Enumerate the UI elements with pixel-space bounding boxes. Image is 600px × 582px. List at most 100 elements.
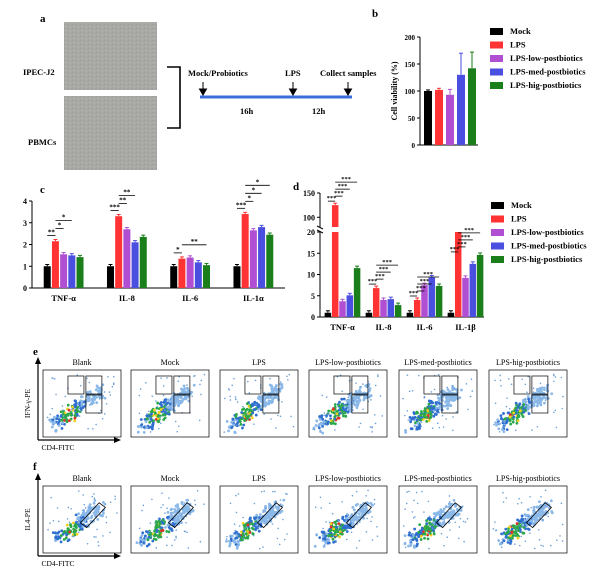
flow-event (338, 411, 342, 415)
flow-event (181, 516, 185, 520)
flow-event (505, 420, 509, 424)
flow-event (235, 546, 239, 550)
flow-event (351, 506, 355, 509)
flow-event (452, 499, 456, 502)
flow-event (102, 511, 105, 515)
flow-event (407, 533, 411, 537)
significance-mark: ** (119, 196, 127, 204)
flow-event (138, 527, 141, 530)
flow-event (80, 402, 84, 406)
flow-event (529, 532, 531, 535)
flow-gate (435, 502, 462, 529)
flow-event (167, 530, 171, 534)
flow-event (314, 424, 318, 427)
flow-event (323, 544, 326, 546)
flow-event (157, 427, 160, 430)
flow-event (234, 398, 237, 401)
flow-event (326, 420, 330, 424)
flow-event (176, 398, 180, 401)
flow-event (448, 397, 452, 400)
flow-event (96, 528, 98, 531)
flow-event (83, 503, 86, 506)
flow-event (64, 536, 68, 540)
flow-event (418, 523, 422, 527)
flow-event (267, 514, 271, 518)
flow-event (238, 420, 242, 424)
flow-event (434, 406, 438, 410)
flow-event (277, 527, 279, 530)
flow-event (203, 373, 206, 376)
flow-event (512, 415, 516, 419)
flow-event (371, 426, 374, 428)
flow-event (192, 383, 196, 387)
flow-event (81, 526, 83, 528)
flow-event (538, 387, 542, 390)
flow-gate (244, 375, 262, 395)
flow-event (162, 418, 166, 421)
flow-event (70, 409, 73, 411)
flow-event (79, 384, 82, 387)
flow-event (77, 512, 81, 516)
flow-event (257, 526, 260, 529)
flow-event (367, 384, 370, 388)
flow-event (469, 395, 472, 398)
flow-event (101, 417, 104, 420)
flow-event (187, 395, 190, 397)
flow-event (524, 400, 528, 404)
flow-event (438, 426, 441, 429)
flow-event (175, 535, 177, 538)
flow-event (339, 532, 343, 536)
flow-event (543, 401, 546, 405)
flow-event (347, 399, 351, 403)
legend-swatch (490, 82, 503, 89)
flow-event (85, 511, 89, 514)
flow-event (371, 516, 373, 518)
flow-event (413, 424, 417, 428)
flow-event (340, 410, 344, 413)
flow-event (166, 510, 170, 514)
legend-label: LPS-hig-postbiotics (510, 80, 582, 90)
flow-event (242, 537, 245, 540)
flow-event (86, 390, 90, 394)
flow-event (376, 535, 379, 537)
flow-event (175, 529, 177, 531)
flow-event (166, 544, 168, 547)
flow-event (68, 521, 71, 524)
flow-event (274, 500, 277, 503)
flow-event (97, 506, 101, 510)
flow-event (515, 533, 519, 536)
flow-event (241, 532, 245, 536)
flow-event (423, 409, 426, 413)
flow-event (263, 521, 267, 525)
flow-event (341, 390, 344, 393)
flow-event (419, 538, 423, 541)
flow-event (290, 415, 292, 418)
flow-event (182, 397, 185, 401)
flow-event (49, 522, 51, 524)
flow-event (95, 384, 99, 388)
flow-event (322, 545, 326, 548)
flow-event (415, 411, 418, 415)
legend-swatch (491, 215, 504, 223)
flow-event (361, 515, 365, 519)
bar (68, 255, 76, 288)
flow-event (166, 401, 169, 405)
flow-event (334, 422, 337, 426)
flow-event (515, 429, 517, 432)
flow-event (559, 535, 561, 537)
flow-event (74, 526, 78, 530)
flow-event (286, 533, 288, 535)
flow-gate (441, 394, 459, 414)
panel-a: IPEC-J2 PBMCs Mock/Probiotics LPS Collec… (23, 22, 377, 170)
flow-event (169, 409, 171, 411)
significance-mark: *** (379, 266, 389, 273)
flow-event (408, 490, 410, 493)
flow-event (235, 424, 238, 426)
flow-event (54, 428, 58, 432)
flow-event (92, 501, 96, 505)
flow-event (54, 539, 57, 542)
bar (406, 312, 414, 317)
flow-event (242, 405, 244, 408)
flow-event (432, 518, 436, 522)
flow-event (95, 536, 97, 538)
